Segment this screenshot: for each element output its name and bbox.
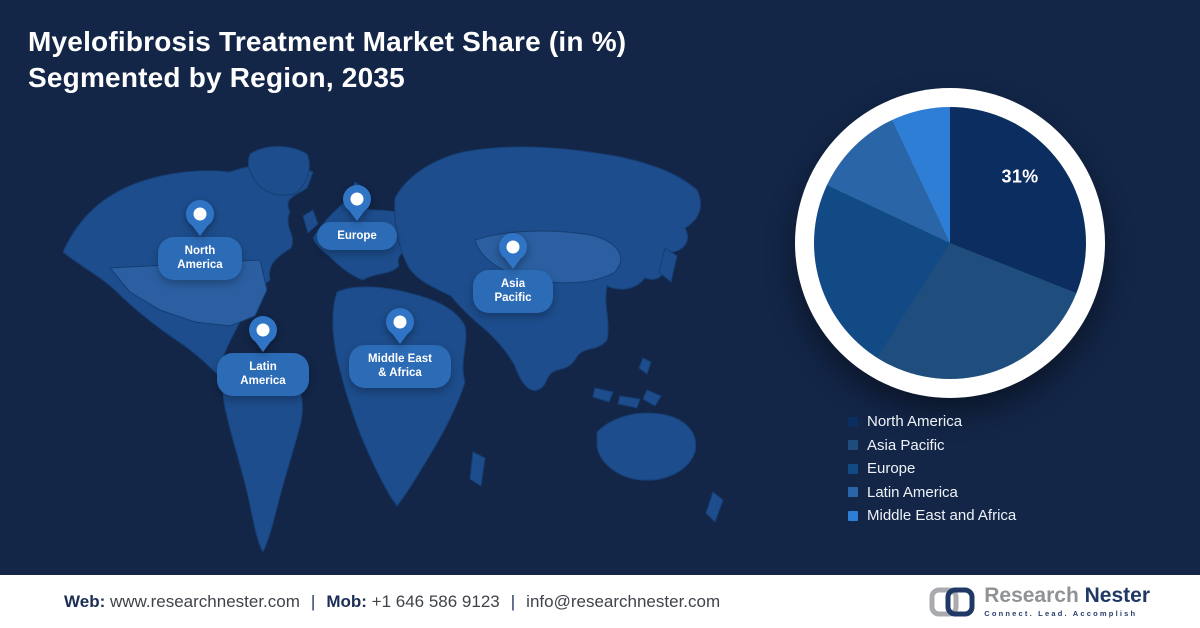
island-madagascar — [469, 451, 486, 487]
legend-swatch-icon — [848, 463, 858, 474]
pie-chart: 31% — [795, 88, 1105, 398]
brand-second: Nester — [1084, 584, 1150, 607]
continent-africa — [332, 286, 467, 507]
brand-name: Research Nester — [984, 585, 1150, 607]
pie-slice-value-label: 31% — [1001, 166, 1039, 187]
legend-label: North America — [867, 413, 963, 431]
legend-swatch-icon — [848, 510, 858, 521]
title-line-2: Segmented by Region, 2035 — [28, 62, 405, 93]
map-label-north-america: North America — [158, 237, 242, 280]
logo-text: Research Nester Connect. Lead. Accomplis… — [984, 585, 1150, 619]
map-label-middle-east-africa: Middle East & Africa — [349, 345, 451, 388]
legend-item: Asia Pacific — [848, 434, 1016, 458]
logo-chain-icon — [929, 587, 975, 616]
location-pin-icon — [499, 233, 527, 261]
map-label-asia-pacific: Asia Pacific — [473, 270, 553, 313]
map-pin-group-europe: Europe — [317, 185, 397, 251]
continent-australia — [596, 412, 697, 481]
island-indonesia-2 — [617, 395, 641, 409]
pie: 31% — [814, 107, 1086, 379]
island-united-kingdom — [302, 209, 319, 234]
island-indonesia-1 — [592, 387, 614, 403]
legend-item: Latin America — [848, 481, 1016, 505]
footer: Web: www.researchnester.com | Mob: +1 646 … — [0, 575, 1200, 628]
map-pin-group-middle-east-africa: Middle East & Africa — [349, 308, 451, 388]
research-nester-logo: Research Nester Connect. Lead. Accomplis… — [929, 585, 1150, 619]
page-title: Myelofibrosis Treatment Market Share (in… — [28, 24, 626, 96]
map-label-latin-america: Latin America — [217, 353, 309, 396]
map-pin-group-latin-america: Latin America — [217, 316, 309, 396]
legend-item: Europe — [848, 457, 1016, 481]
brand-tagline: Connect. Lead. Accomplish — [984, 609, 1138, 618]
web-value: www.researchnester.com — [109, 591, 300, 611]
location-pin-icon — [343, 185, 371, 213]
legend-label: Europe — [867, 460, 916, 478]
map-pin-group-asia-pacific: Asia Pacific — [473, 233, 553, 313]
separator: | — [310, 591, 316, 611]
island-philippines — [638, 357, 652, 375]
web-label: Web: — [64, 591, 106, 611]
location-pin-icon — [186, 200, 214, 228]
island-japan — [658, 247, 678, 283]
mob-label: Mob: — [326, 591, 367, 611]
island-indonesia-3 — [642, 389, 662, 407]
legend-label: Middle East and Africa — [867, 507, 1017, 525]
title-line-1: Myelofibrosis Treatment Market Share (in… — [28, 26, 627, 57]
brand-first: Research — [984, 584, 1079, 607]
location-pin-icon — [386, 308, 414, 336]
map-pin-group-north-america: North America — [158, 200, 242, 280]
legend-label: Latin America — [867, 483, 958, 501]
island-new-zealand — [705, 491, 724, 523]
legend-swatch-icon — [848, 440, 858, 451]
map-label-europe: Europe — [317, 222, 397, 251]
legend-item: North America — [848, 410, 1016, 434]
legend-swatch-icon — [848, 487, 858, 498]
email-value: info@researchnester.com — [526, 591, 721, 611]
legend-swatch-icon — [848, 416, 858, 427]
island-greenland — [247, 146, 310, 196]
legend: North America Asia Pacific Europe Latin Ame… — [848, 410, 1016, 528]
location-pin-icon — [249, 316, 277, 344]
contact-info: Web: www.researchnester.com | Mob: +1 646 … — [64, 592, 720, 612]
separator: | — [510, 591, 516, 611]
legend-label: Asia Pacific — [867, 436, 945, 454]
legend-item: Middle East and Africa — [848, 504, 1016, 528]
mob-value: +1 646 586 9123 — [371, 591, 500, 611]
